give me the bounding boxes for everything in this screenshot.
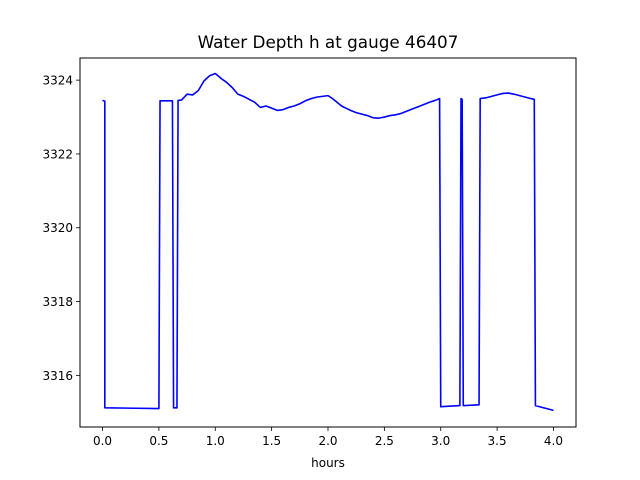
x-tick-label: 1.5 [262,434,281,448]
y-tick-label: 3316 [42,369,73,383]
y-tick-label: 3318 [42,295,73,309]
x-tick-label: 2.0 [318,434,337,448]
chart-title: Water Depth h at gauge 46407 [198,32,459,52]
x-tick-label: 2.5 [375,434,394,448]
x-tick-label: 0.0 [93,434,112,448]
y-tick-label: 3320 [42,221,73,235]
plot-area-frame [79,57,577,428]
x-tick-label: 3.0 [431,434,450,448]
x-tick-label: 4.0 [544,434,563,448]
x-axis-label: hours [311,456,345,470]
x-axis-ticks: 0.0 0.5 1.0 1.5 2.0 2.5 3.0 3.5 4.0 [93,427,563,448]
series-line-0 [102,72,554,412]
x-tick-label: 3.5 [488,434,507,448]
x-tick-label: 0.5 [149,434,168,448]
y-axis-ticks: 3316 3318 3320 3322 3324 [42,74,80,383]
y-tick-label: 3324 [42,74,73,88]
x-tick-label: 1.0 [206,434,225,448]
y-tick-label: 3322 [42,147,73,161]
